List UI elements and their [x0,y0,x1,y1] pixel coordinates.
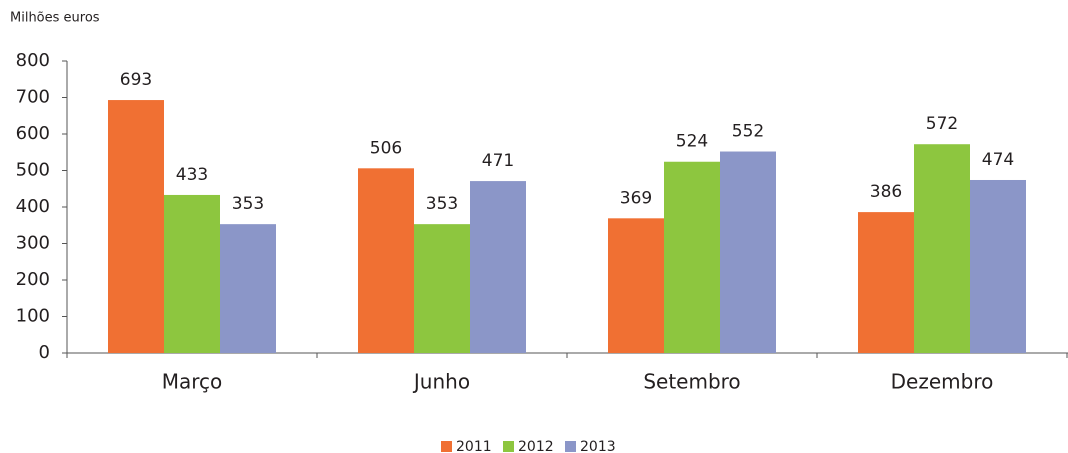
y-tick-label: 200 [16,269,50,290]
x-tick-label: Junho [412,370,470,394]
value-label: 552 [732,122,764,142]
value-label: 386 [870,182,902,202]
y-tick-label: 800 [16,50,50,71]
y-tick-label: 600 [16,123,50,144]
bar [414,224,470,353]
legend-label: 2013 [580,439,616,453]
x-tick-label: Março [162,370,223,394]
y-tick-label: 500 [16,160,50,181]
value-label: 506 [370,138,402,158]
value-label: 693 [120,70,152,90]
value-label: 524 [676,132,708,152]
value-label: 353 [426,194,458,214]
bar [858,212,914,353]
value-label: 433 [176,165,208,185]
legend-label: 2012 [518,439,554,453]
y-tick-label: 300 [16,233,50,254]
bar [914,144,970,353]
legend-swatch [565,441,576,452]
value-label: 572 [926,114,958,134]
bar [220,224,276,353]
value-label: 369 [620,188,652,208]
bar [664,161,720,353]
bar [470,181,526,353]
bar [164,194,220,353]
y-tick-label: 700 [16,87,50,108]
value-label: 471 [482,151,514,171]
y-tick-label: 400 [16,196,50,217]
legend-swatch [503,441,514,452]
bar [608,218,664,353]
legend-label: 2011 [456,439,492,453]
x-tick-label: Dezembro [891,370,994,394]
y-tick-label: 100 [16,306,50,327]
value-label: 474 [982,150,1014,170]
y-axis-label: Milhões euros [10,11,100,26]
value-label: 353 [232,194,264,214]
x-tick-label: Setembro [643,370,740,394]
y-tick-label: 0 [39,342,50,363]
bar [970,179,1026,353]
bar [358,168,414,353]
bar [720,151,776,353]
legend-swatch [441,441,452,452]
bar [108,100,164,354]
